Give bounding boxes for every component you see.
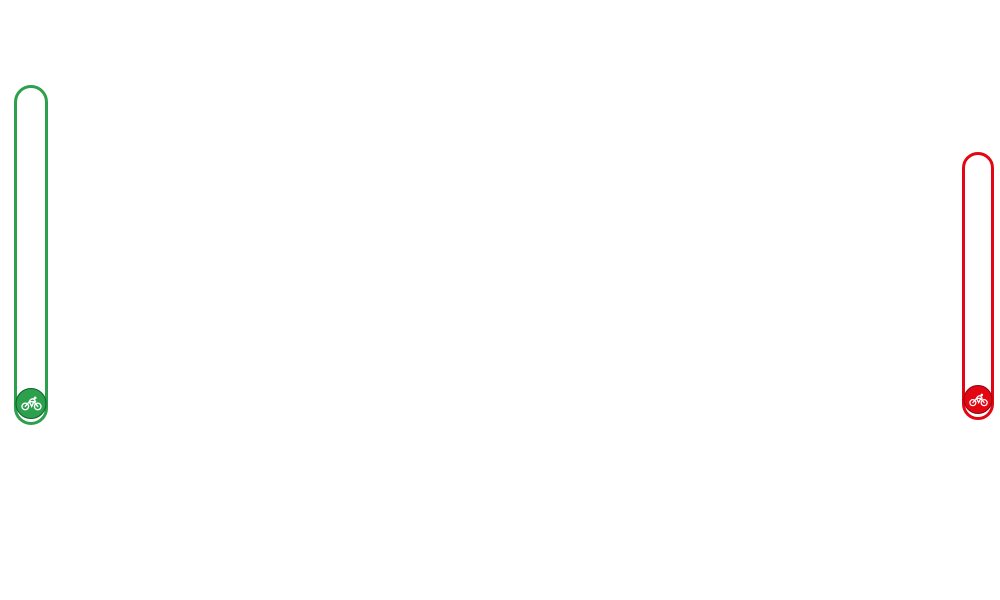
finish-cyclist-badge: [963, 385, 993, 414]
finish-location-box: [962, 152, 994, 420]
start-location-box: [14, 85, 48, 425]
start-cyclist-badge: [15, 388, 47, 419]
cyclist-icon: [20, 396, 42, 411]
finish-location-label: [965, 159, 991, 381]
sds-logo: [956, 444, 971, 480]
cyclist-icon: [968, 393, 988, 406]
start-location-label: [17, 92, 45, 382]
